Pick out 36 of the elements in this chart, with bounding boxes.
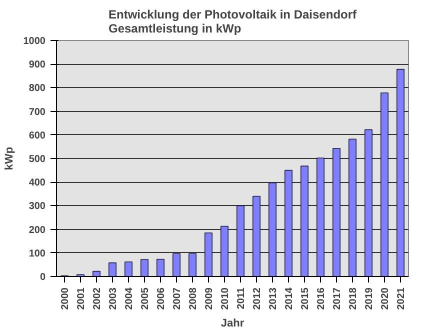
x-tick-label: 2018: [348, 287, 359, 310]
x-tick-label: 2001: [76, 287, 87, 310]
x-tick-label: 2021: [396, 287, 407, 310]
x-tick-label: 2004: [124, 287, 135, 310]
y-axis-title: kWp: [3, 146, 16, 170]
y-tick-label: 400: [28, 178, 46, 189]
x-tick-label: 2007: [172, 287, 183, 310]
y-tick-label: 100: [28, 248, 46, 260]
y-tick-label: 600: [28, 130, 46, 142]
y-tick-label: 200: [28, 224, 46, 236]
x-tick-label: 2017: [332, 287, 343, 310]
x-tick-label: 2020: [380, 287, 391, 310]
x-tick-label: 2011: [236, 287, 247, 310]
x-tick-label: 2008: [188, 287, 199, 310]
x-tick-label: 2010: [220, 287, 231, 310]
x-tick-label: 2006: [156, 287, 167, 310]
x-tick-label: 2000: [60, 287, 71, 310]
y-tick-label: 0: [40, 272, 46, 283]
y-tick-label: 900: [28, 60, 46, 71]
x-tick-label: 2016: [316, 287, 327, 310]
y-tick-label: 700: [28, 106, 46, 118]
x-tick-label: 2009: [204, 287, 215, 310]
chart-title: Entwicklung der Photovoltaik in Daisendorf Gesamtleistung in kWp: [108, 8, 358, 36]
x-tick-label: 2005: [140, 287, 151, 310]
x-tick-label: 2019: [364, 287, 375, 310]
x-tick-label: 2015: [300, 287, 311, 310]
x-tick-label: 2013: [268, 287, 279, 310]
y-tick-label: 300: [28, 201, 46, 212]
y-tick-label: 500: [28, 154, 46, 165]
x-tick-label: 2012: [252, 287, 263, 310]
x-axis-title: Jahr: [220, 318, 245, 330]
y-tick-label: 800: [28, 83, 46, 94]
x-tick-label: 2003: [108, 287, 119, 310]
x-tick-label: 2014: [284, 287, 295, 310]
x-tick-label: 2002: [92, 287, 103, 310]
y-tick-label: 1000: [23, 36, 46, 47]
